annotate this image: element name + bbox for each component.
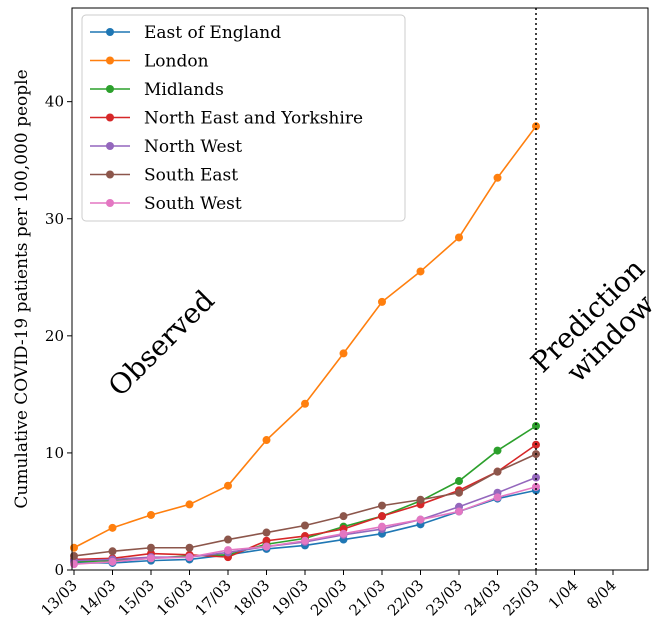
x-tick-label: 19/03 [269, 576, 312, 619]
y-tick-label: 40 [45, 93, 64, 111]
observed-annotation: Observed [102, 284, 221, 403]
axes-frame [71, 7, 649, 571]
data-point [416, 515, 425, 524]
data-point [378, 297, 386, 306]
data-point [339, 349, 348, 358]
data-point [493, 493, 502, 502]
legend-swatch-marker [106, 85, 114, 93]
data-point [339, 512, 348, 521]
legend-entry-label: Midlands [144, 80, 224, 100]
legend-swatch-marker [106, 170, 114, 179]
data-point [493, 173, 502, 182]
data-point [70, 560, 78, 569]
legend-entry-label: North West [144, 137, 242, 157]
legend-entry-label: North East and Yorkshire [144, 109, 363, 129]
data-point [185, 543, 194, 552]
data-point [262, 436, 271, 445]
data-point [224, 546, 232, 555]
legend-entry-label: South West [144, 194, 242, 214]
y-axis-label: Cumulative COVID-19 patients per 100,000… [12, 69, 32, 508]
data-point [185, 500, 194, 509]
data-point [455, 507, 463, 516]
data-point [532, 473, 540, 482]
x-tick-label: 13/03 [38, 576, 81, 619]
data-point [108, 523, 117, 532]
y-tick-label: 30 [45, 210, 64, 228]
data-point [455, 477, 463, 486]
data-point [224, 481, 232, 490]
series-points [70, 122, 540, 569]
x-tick-label: 22/03 [384, 576, 427, 619]
data-point [185, 553, 194, 562]
data-point [147, 543, 155, 552]
legend-swatch-marker [106, 28, 114, 36]
x-tick-label: 20/03 [307, 576, 350, 619]
data-point [224, 535, 232, 544]
data-point [301, 399, 309, 408]
data-point [70, 551, 78, 560]
x-tick-label: 21/03 [346, 576, 389, 619]
legend-swatch-marker [106, 56, 114, 65]
y-axis-ticks: 0 10 20 30 40 [45, 93, 72, 579]
data-point [378, 522, 386, 531]
data-point [108, 547, 117, 556]
data-point [532, 482, 540, 491]
data-point [108, 557, 117, 566]
y-tick-label: 20 [45, 327, 64, 345]
data-point [147, 510, 155, 519]
data-point [532, 122, 540, 131]
data-point [262, 528, 271, 537]
x-tick-label: 15/03 [115, 576, 158, 619]
x-tick-label: 24/03 [461, 576, 504, 619]
data-point [339, 529, 348, 538]
data-point [493, 467, 502, 476]
data-point [262, 542, 271, 551]
data-point [378, 501, 386, 510]
x-tick-label: 16/03 [153, 576, 196, 619]
x-tick-label: 23/03 [423, 576, 466, 619]
legend: East of England London Midlands North East … [81, 14, 406, 222]
data-point [532, 421, 540, 430]
x-tick-label: 18/03 [230, 576, 273, 619]
y-tick-label: 10 [45, 444, 64, 462]
legend-entry-label: South East [144, 166, 238, 186]
x-tick-label: 8/04 [583, 576, 620, 613]
x-axis-ticks: 13/0314/0315/0316/0317/0318/0319/0320/03… [38, 570, 620, 619]
x-tick-label: 14/03 [76, 576, 119, 619]
legend-entry-label: London [144, 52, 209, 72]
data-point [301, 521, 309, 530]
data-point [378, 512, 386, 521]
data-point [416, 495, 425, 504]
x-tick-label: 17/03 [192, 576, 235, 619]
data-point [70, 543, 78, 552]
prediction-window-annotation: Predictionwindow [524, 252, 665, 402]
legend-swatch-marker [106, 142, 114, 150]
x-tick-label: 1/04 [545, 576, 582, 613]
legend-box [81, 14, 406, 222]
data-point [493, 446, 502, 455]
data-point [147, 554, 155, 563]
data-point [455, 233, 463, 242]
x-tick-label: 25/03 [500, 576, 543, 619]
legend-swatch-marker [106, 199, 114, 207]
data-point [262, 536, 271, 545]
data-point [301, 536, 309, 545]
data-point [416, 267, 425, 276]
legend-entry-label: East of England [144, 23, 281, 43]
data-point [455, 488, 463, 497]
legend-swatch-marker [106, 113, 114, 122]
y-tick-label: 0 [54, 561, 64, 579]
